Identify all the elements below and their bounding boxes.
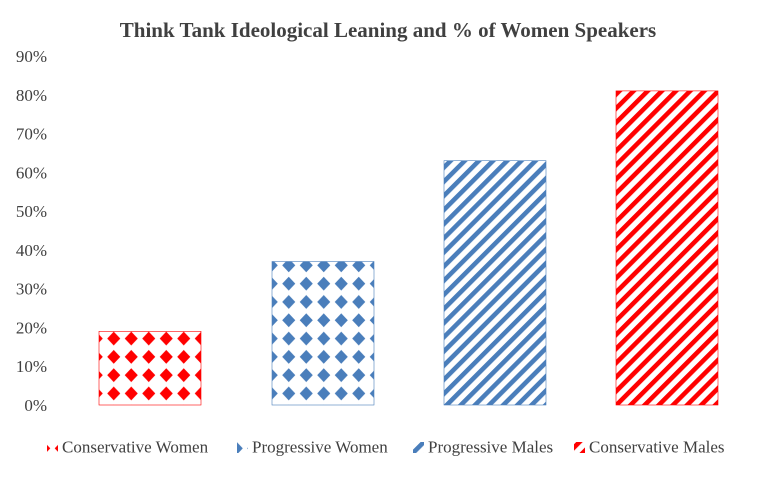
bar-conservative-women xyxy=(98,331,202,406)
legend-item-progressive-women: Progressive Women xyxy=(237,438,388,457)
chart-title: Think Tank Ideological Leaning and % of … xyxy=(120,18,656,42)
y-tick-label: 30% xyxy=(16,280,47,299)
y-tick-label: 90% xyxy=(16,47,47,66)
legend-item-conservative-males: Conservative Males xyxy=(574,438,725,457)
legend-swatch xyxy=(413,442,424,453)
legend-label: Conservative Women xyxy=(62,438,209,457)
bar-conservative-males xyxy=(615,90,719,406)
legend-label: Progressive Males xyxy=(428,438,553,457)
y-tick-label: 10% xyxy=(16,357,47,376)
bars-group xyxy=(98,90,719,406)
y-tick-label: 40% xyxy=(16,241,47,260)
legend-swatch xyxy=(237,442,248,453)
legend-label: Progressive Women xyxy=(252,438,388,457)
legend-item-conservative-women: Conservative Women xyxy=(47,438,209,457)
y-axis: 0% 10% 20% 30% 40% 50% 60% 70% 80% 90% xyxy=(16,47,47,415)
legend-label: Conservative Males xyxy=(589,438,725,457)
y-tick-label: 80% xyxy=(16,86,47,105)
bar-progressive-women xyxy=(271,261,375,406)
legend-swatch xyxy=(47,442,58,453)
y-tick-label: 20% xyxy=(16,318,47,337)
y-tick-label: 0% xyxy=(24,396,47,415)
y-tick-label: 60% xyxy=(16,163,47,182)
legend: Conservative Women Progressive Women Progr… xyxy=(47,438,725,457)
legend-swatch xyxy=(574,442,585,453)
y-tick-label: 70% xyxy=(16,125,47,144)
bar-progressive-males xyxy=(443,160,547,406)
y-tick-label: 50% xyxy=(16,202,47,221)
legend-item-progressive-males: Progressive Males xyxy=(413,438,553,457)
